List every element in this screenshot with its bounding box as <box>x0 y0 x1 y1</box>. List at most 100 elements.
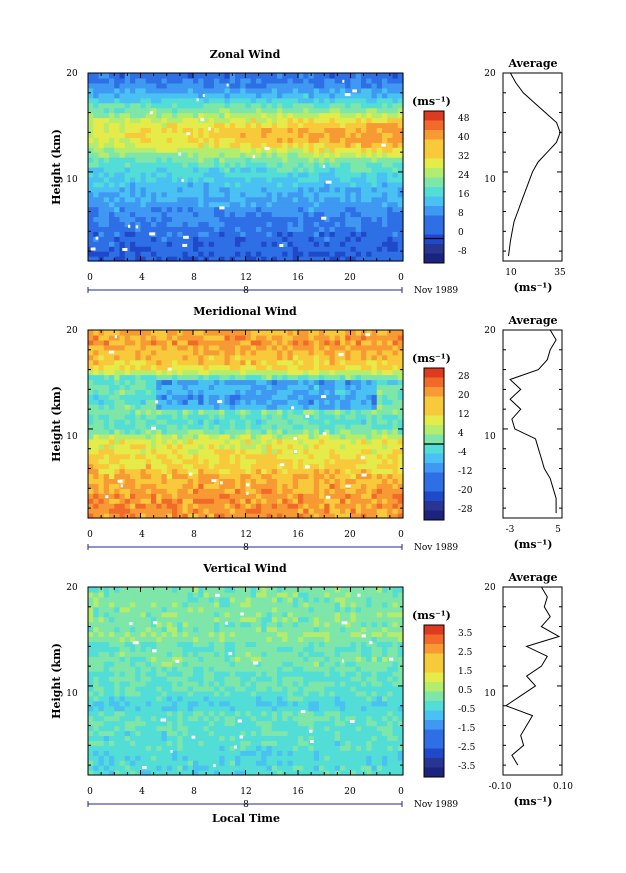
heatmap-cell <box>172 216 178 223</box>
heatmap-cell <box>277 181 283 188</box>
heatmap-cell <box>313 167 320 173</box>
heatmap-cell <box>198 251 205 257</box>
heatmap-cell <box>135 77 142 84</box>
heatmap-cell <box>397 132 404 138</box>
heatmap-cell <box>313 379 320 386</box>
heatmap-cell <box>119 112 126 119</box>
heatmap-cell <box>397 117 404 124</box>
heatmap-cell <box>156 102 163 109</box>
heatmap-cell <box>277 191 283 198</box>
heatmap-cell <box>303 508 310 514</box>
heatmap-cell <box>193 379 199 386</box>
heatmap-cell <box>130 364 136 371</box>
heatmap-cell <box>292 246 299 252</box>
heatmap-cell <box>313 142 320 148</box>
heatmap-cell <box>282 206 289 213</box>
heatmap-cell <box>130 191 136 198</box>
heatmap-cell <box>140 359 147 366</box>
heatmap-cell <box>172 256 178 262</box>
heatmap-cell <box>219 374 226 381</box>
heatmap-cell <box>98 152 105 158</box>
heatmap-cell <box>256 448 262 455</box>
heatmap-cell <box>193 384 199 390</box>
heatmap-cell <box>397 77 404 84</box>
heatmap-cell <box>355 231 362 237</box>
heatmap-cell <box>88 97 94 104</box>
heatmap-cell <box>250 176 257 183</box>
heatmap-cell <box>319 97 325 104</box>
heatmap-cell <box>287 473 294 480</box>
heatmap-cell <box>156 483 163 489</box>
heatmap-cell <box>308 107 315 114</box>
heatmap-cell <box>214 458 220 465</box>
heatmap-cell <box>382 359 388 366</box>
heatmap-cell <box>340 132 346 138</box>
heatmap-cell <box>256 349 262 356</box>
heatmap-cell <box>93 414 100 420</box>
heatmap-cell <box>145 483 152 489</box>
heatmap-cell <box>140 369 147 376</box>
heatmap-cell <box>324 152 331 158</box>
heatmap-cell <box>93 137 100 143</box>
heatmap-cell <box>130 399 136 405</box>
heatmap-cell <box>88 226 94 232</box>
heatmap-cell <box>313 344 320 351</box>
heatmap-cell <box>350 256 357 262</box>
heatmap-cell <box>271 458 278 465</box>
heatmap-cell <box>182 334 189 341</box>
heatmap-cell <box>256 458 262 465</box>
profile-frame <box>502 72 563 262</box>
heatmap-cell <box>256 97 262 104</box>
heatmap-cell <box>277 201 283 208</box>
heatmap-cell <box>177 107 184 114</box>
heatmap-cell <box>130 344 136 351</box>
heatmap-cell <box>109 171 115 178</box>
heatmap-cell <box>103 404 110 410</box>
heatmap-cell <box>219 379 226 386</box>
heatmap-cell <box>166 191 173 198</box>
heatmap-cell <box>334 241 341 247</box>
heatmap-cell <box>182 221 189 227</box>
heatmap-cell <box>282 196 289 203</box>
heatmap-cell <box>261 132 268 138</box>
heatmap-cell <box>193 251 199 257</box>
heatmap-cell <box>350 82 357 89</box>
heatmap-cell <box>214 196 220 203</box>
heatmap-cell <box>182 438 189 445</box>
heatmap-cell <box>140 211 147 218</box>
heatmap-cell <box>324 349 331 356</box>
heatmap-cell <box>298 87 304 94</box>
heatmap-cell <box>240 216 247 223</box>
heatmap-cell <box>250 221 257 227</box>
heatmap-cell <box>345 122 352 129</box>
heatmap-cell <box>135 330 142 336</box>
heatmap-cell <box>98 87 105 94</box>
heatmap-cell <box>124 765 131 771</box>
heatmap-cell <box>266 508 273 514</box>
heatmap-cell <box>371 458 378 465</box>
heatmap-cell <box>308 231 315 237</box>
heatmap-cell <box>361 374 367 381</box>
heatmap-cell <box>245 206 252 213</box>
heatmap-cell <box>198 157 205 163</box>
heatmap-cell <box>319 221 325 227</box>
heatmap-cell <box>156 92 163 99</box>
heatmap-cell <box>345 87 352 94</box>
heatmap-cell <box>308 82 315 89</box>
heatmap-cell <box>245 369 252 376</box>
heatmap-cell <box>361 102 367 109</box>
heatmap-cell <box>292 216 299 223</box>
heatmap-cell <box>387 409 394 415</box>
heatmap-cell <box>350 349 357 356</box>
heatmap-cell <box>313 463 320 470</box>
heatmap-cell <box>308 147 315 153</box>
heatmap-cell <box>151 374 157 381</box>
heatmap-cell <box>214 122 220 129</box>
heatmap-cell <box>324 186 331 193</box>
heatmap-cell <box>319 508 325 514</box>
heatmap-cell <box>387 508 394 514</box>
heatmap-cell <box>329 112 336 119</box>
heatmap-cell <box>214 73 220 79</box>
heatmap-cell <box>292 330 299 336</box>
heatmap-cell <box>187 221 194 227</box>
